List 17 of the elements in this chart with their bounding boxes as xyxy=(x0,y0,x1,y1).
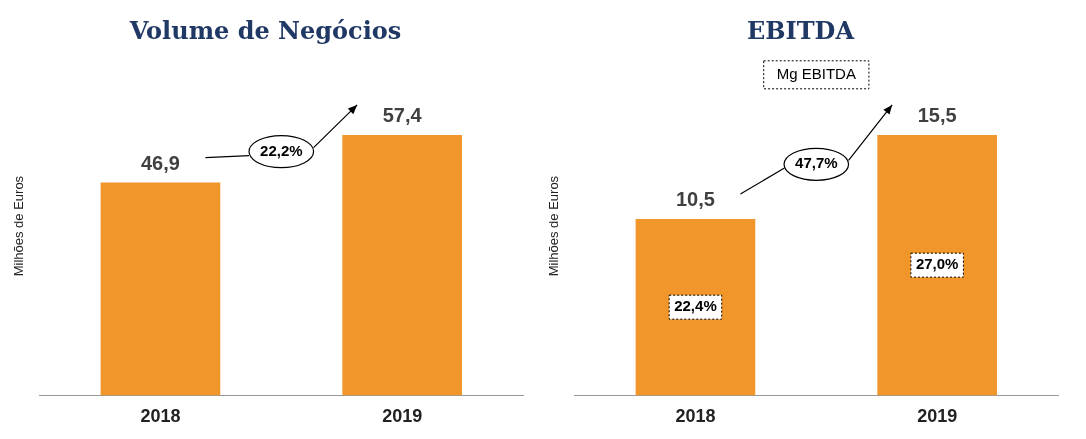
data-label: 46,9 xyxy=(140,152,180,175)
x-tick-label: 2019 xyxy=(917,406,958,427)
data-label: 10,5 xyxy=(675,188,715,211)
x-tick-label: 2018 xyxy=(140,406,181,427)
annotation: 27,0% xyxy=(915,255,959,273)
annotation: 22,2% xyxy=(260,141,303,159)
x-tick-label: 2019 xyxy=(382,406,423,427)
y-axis-title: Milhões de Euros xyxy=(11,175,27,277)
data-label: 15,5 xyxy=(917,104,957,127)
chart-subtitle: Mg EBITDA xyxy=(776,64,856,82)
x-tick-label: 2018 xyxy=(675,406,716,427)
y-axis-title: Milhões de Euros xyxy=(546,175,562,277)
annotation: 47,7% xyxy=(795,154,838,172)
data-label: 57,4 xyxy=(382,104,423,127)
chart-title: Volume de Negócios xyxy=(128,15,402,45)
annotation: 22,4% xyxy=(674,297,717,315)
chart-title: EBITDA xyxy=(746,15,855,45)
